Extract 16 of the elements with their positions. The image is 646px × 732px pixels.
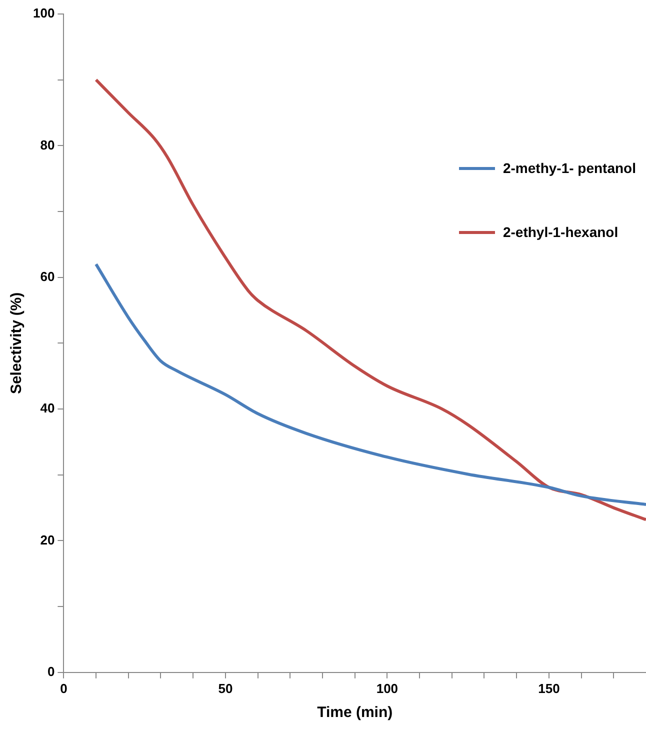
- y-tick-label: 60: [40, 268, 55, 284]
- y-tick-label: 0: [47, 664, 55, 679]
- y-tick-label: 80: [40, 137, 55, 152]
- y-tick-label: 20: [40, 532, 55, 548]
- legend-label: 2-ethyl-1-hexanol: [502, 224, 618, 240]
- y-tick-label: 100: [32, 6, 55, 21]
- line-series: [94, 78, 646, 522]
- x-tick-label: 0: [60, 680, 68, 696]
- y-axis-title: Selectivity (%): [8, 292, 26, 394]
- x-tick-label: 50: [218, 680, 233, 696]
- x-tick-label: 150: [538, 680, 560, 696]
- legend-label: 2-methy-1- pentanol: [502, 160, 636, 176]
- line-series: [94, 262, 646, 506]
- x-tick-label: 100: [376, 680, 398, 696]
- y-tick-label: 40: [40, 400, 55, 416]
- x-axis-title: Time (min): [317, 704, 393, 722]
